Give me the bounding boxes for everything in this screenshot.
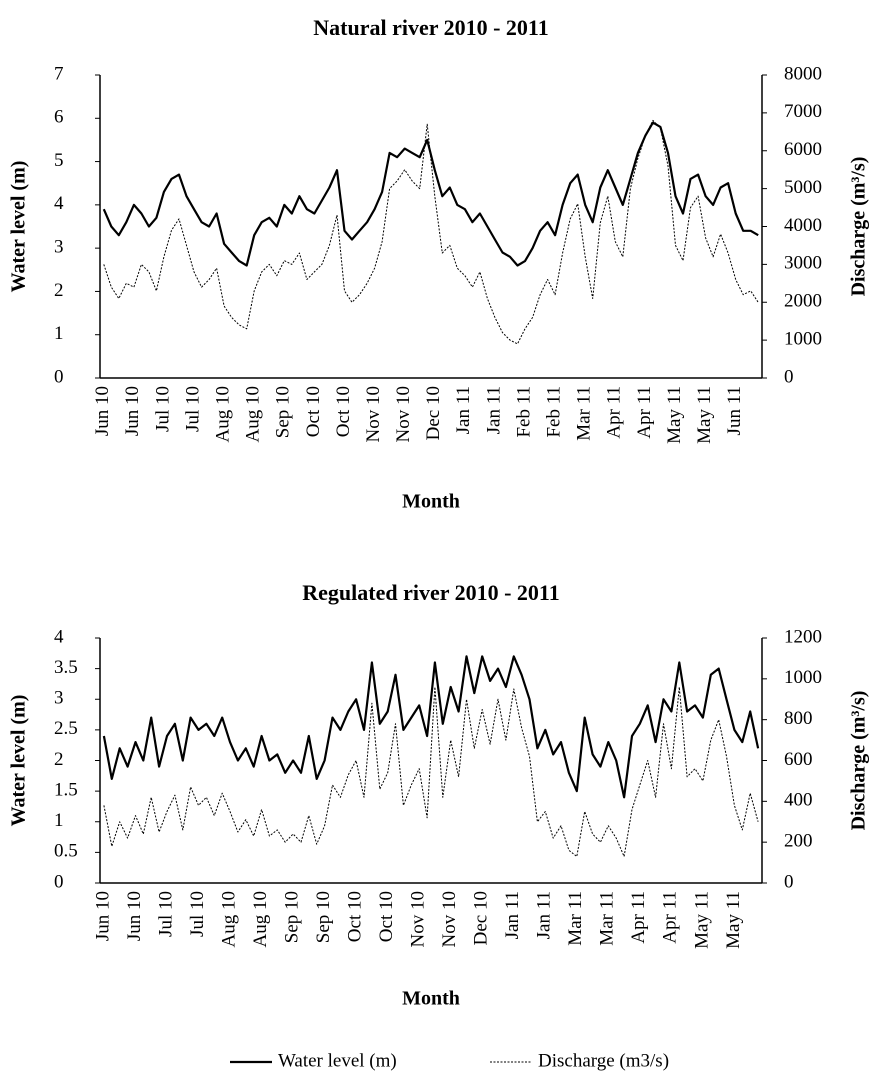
x-tick-label: May 11 <box>691 891 712 949</box>
y2-tick-label: 3000 <box>784 253 822 274</box>
x-tick-label: Aug 10 <box>243 386 264 442</box>
x-tick-label: Oct 10 <box>303 386 324 437</box>
series-line <box>102 121 759 267</box>
legend-label: Water level (m) <box>278 1050 397 1071</box>
x-tick-label: Aug 10 <box>218 891 239 947</box>
x-tick-label: Nov 10 <box>439 891 460 947</box>
x-tick-label: Jun 10 <box>92 386 113 436</box>
y2-tick-label: 200 <box>784 831 813 852</box>
x-tick-label: May 11 <box>723 891 744 949</box>
y-tick-label: 4 <box>54 193 64 214</box>
x-tick-label: Feb 11 <box>513 386 534 438</box>
y-tick-label: 3.5 <box>54 657 78 678</box>
y-tick-label: 3 <box>54 237 64 258</box>
x-tick-label: Aug 10 <box>250 891 271 947</box>
x-tick-label: Sep 10 <box>313 891 334 943</box>
y2-tick-label: 1000 <box>784 328 822 349</box>
y2-tick-label: 800 <box>784 708 813 729</box>
x-tick-label: Dec 10 <box>423 386 444 440</box>
y2-tick-label: 400 <box>784 790 813 811</box>
x-tick-label: Nov 10 <box>363 386 384 442</box>
y2-tick-label: 4000 <box>784 215 822 236</box>
y-tick-label: 2.5 <box>54 718 78 739</box>
y-tick-label: 1 <box>54 810 64 831</box>
x-tick-label: Oct 10 <box>376 891 397 942</box>
x-tick-label: Apr 11 <box>604 386 625 439</box>
x-tick-label: Apr 11 <box>660 891 681 944</box>
x-tick-label: Jan 11 <box>483 386 504 434</box>
x-tick-label: Apr 11 <box>634 386 655 439</box>
y2-tick-label: 2000 <box>784 291 822 312</box>
y2-axis-label: Discharge (m³/s) <box>848 691 870 831</box>
y-tick-label: 2 <box>54 280 64 301</box>
series-line <box>102 655 760 799</box>
x-tick-label: Aug 10 <box>212 386 233 442</box>
y-tick-label: 0 <box>54 366 64 387</box>
y2-tick-label: 0 <box>784 871 794 892</box>
x-tick-label: Dec 10 <box>471 891 492 945</box>
y-tick-label: 2 <box>54 749 64 770</box>
x-tick-label: Feb 11 <box>543 386 564 438</box>
y2-tick-label: 1200 <box>784 626 822 647</box>
y-tick-label: 3 <box>54 688 64 709</box>
x-tick-label: Oct 10 <box>344 891 365 942</box>
y-tick-label: 5 <box>54 150 64 171</box>
chart-title: Regulated river 2010 - 2011 <box>302 580 559 605</box>
y2-tick-label: 8000 <box>784 63 822 84</box>
legend-label: Discharge (m3/s) <box>538 1050 669 1071</box>
x-tick-label: Jun 10 <box>124 891 145 941</box>
x-tick-label: Mar 11 <box>574 386 595 441</box>
x-tick-label: Jan 11 <box>502 891 523 939</box>
x-tick-label: Nov 10 <box>408 891 429 947</box>
y2-tick-label: 0 <box>784 366 794 387</box>
x-axis-label: Month <box>402 491 460 513</box>
x-tick-label: Jan 11 <box>453 386 474 434</box>
y-tick-label: 6 <box>54 107 64 128</box>
x-tick-label: Jun 11 <box>724 386 745 435</box>
y2-tick-label: 600 <box>784 749 813 770</box>
x-tick-label: Jun 10 <box>122 386 143 436</box>
series-line <box>103 119 759 345</box>
x-tick-label: Jan 11 <box>534 891 555 939</box>
x-tick-label: Jul 10 <box>155 891 176 937</box>
y2-tick-label: 6000 <box>784 139 822 160</box>
x-axis-label: Month <box>402 988 460 1010</box>
y-tick-label: 1.5 <box>54 779 78 800</box>
y-tick-label: 0.5 <box>54 841 78 862</box>
y2-tick-label: 1000 <box>784 667 822 688</box>
y2-tick-label: 5000 <box>784 177 822 198</box>
chart-title: Natural river 2010 - 2011 <box>313 15 548 40</box>
series-line <box>103 686 759 857</box>
x-tick-label: Sep 10 <box>281 891 302 943</box>
x-tick-label: Jul 10 <box>187 891 208 937</box>
y2-axis-label: Discharge (m³/s) <box>848 157 870 297</box>
x-tick-label: Mar 11 <box>597 891 618 946</box>
x-tick-label: May 11 <box>664 386 685 444</box>
x-tick-label: Oct 10 <box>333 386 354 437</box>
x-tick-label: May 11 <box>694 386 715 444</box>
x-tick-label: Sep 10 <box>273 386 294 438</box>
x-tick-label: Nov 10 <box>393 386 414 442</box>
y-tick-label: 0 <box>54 871 64 892</box>
x-tick-label: Jul 10 <box>152 386 173 432</box>
y-tick-label: 4 <box>54 626 64 647</box>
x-tick-label: Jul 10 <box>182 386 203 432</box>
y2-tick-label: 7000 <box>784 101 822 122</box>
y-axis-label: Water level (m) <box>8 161 30 293</box>
x-tick-label: Mar 11 <box>565 891 586 946</box>
y-tick-label: 7 <box>54 63 64 84</box>
y-axis-label: Water level (m) <box>8 695 30 827</box>
x-tick-label: Apr 11 <box>628 891 649 944</box>
x-tick-label: Jun 10 <box>92 891 113 941</box>
y-tick-label: 1 <box>54 323 64 344</box>
